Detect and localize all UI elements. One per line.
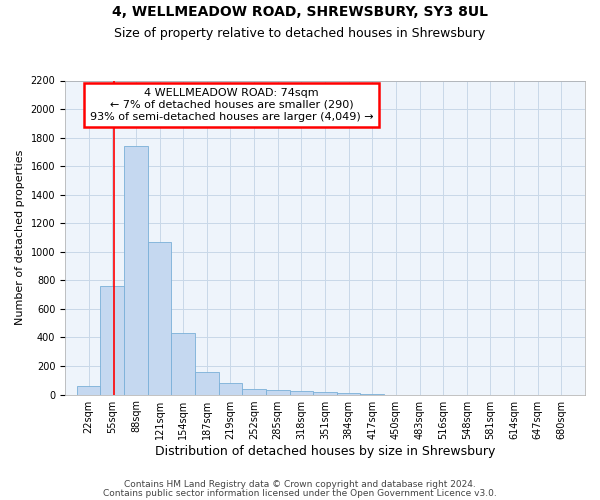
Bar [172,333,195,394]
Bar [337,393,361,394]
Bar [242,389,266,394]
Bar [100,286,124,395]
Bar [148,242,172,394]
Bar [218,383,242,394]
Text: 4, WELLMEADOW ROAD, SHREWSBURY, SY3 8UL: 4, WELLMEADOW ROAD, SHREWSBURY, SY3 8UL [112,5,488,19]
Bar [77,386,100,394]
Bar [313,392,337,394]
Text: Contains HM Land Registry data © Crown copyright and database right 2024.: Contains HM Land Registry data © Crown c… [124,480,476,489]
Text: Size of property relative to detached houses in Shrewsbury: Size of property relative to detached ho… [115,28,485,40]
Text: Contains public sector information licensed under the Open Government Licence v3: Contains public sector information licen… [103,488,497,498]
Bar [124,146,148,394]
Text: 4 WELLMEADOW ROAD: 74sqm
← 7% of detached houses are smaller (290)
93% of semi-d: 4 WELLMEADOW ROAD: 74sqm ← 7% of detache… [89,88,373,122]
Bar [266,390,290,394]
Bar [290,391,313,394]
Bar [195,372,218,394]
X-axis label: Distribution of detached houses by size in Shrewsbury: Distribution of detached houses by size … [155,444,495,458]
Y-axis label: Number of detached properties: Number of detached properties [15,150,25,325]
